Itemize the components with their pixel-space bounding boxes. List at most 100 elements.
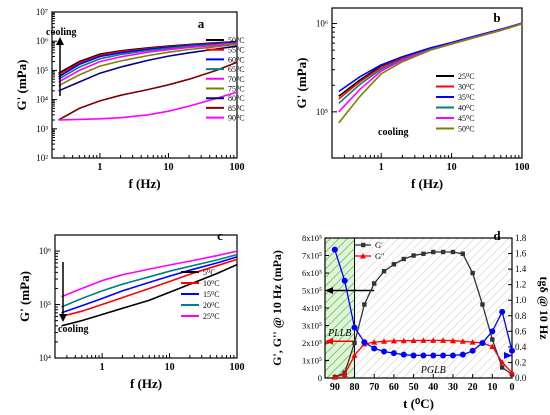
region-pllb [325, 238, 355, 378]
series-line [58, 91, 238, 121]
legend-label: 50⁰C [228, 36, 245, 45]
data-marker [440, 249, 446, 255]
data-marker [371, 339, 378, 345]
y-tick-label: 7x10⁵ [302, 251, 322, 261]
data-marker [459, 338, 466, 344]
panel-letter: d [493, 228, 501, 243]
data-marker [499, 359, 506, 365]
data-marker [390, 350, 397, 357]
data-marker [499, 308, 506, 315]
series-line [338, 22, 523, 97]
region-label-pllb: PLLB [327, 328, 351, 339]
data-marker [411, 253, 416, 258]
y2-tick-label: 0.2 [515, 357, 526, 367]
data-marker [449, 337, 456, 344]
data-marker [449, 352, 456, 359]
plot-frame [51, 11, 238, 159]
data-marker [509, 347, 515, 354]
y-tick-label: 0 [318, 373, 322, 383]
data-marker [490, 337, 495, 342]
data-marker [450, 249, 456, 255]
legend-marker [361, 242, 366, 248]
data-marker [489, 343, 496, 349]
y-axis-label: G' (mPa) [294, 58, 309, 109]
legend-label: 85⁰C [228, 104, 245, 113]
data-marker [431, 249, 436, 255]
arrow-head [56, 37, 64, 45]
data-marker [381, 338, 388, 344]
panel-letter: c [217, 228, 223, 243]
data-marker [352, 340, 357, 346]
series-line [58, 61, 238, 121]
series-line [61, 250, 238, 298]
guide-arrow-gpp [325, 337, 333, 345]
legend-label: 5⁰C [203, 268, 216, 277]
y-tick-label: 10⁷ [36, 7, 48, 17]
data-marker [362, 302, 367, 307]
x-tick-label: 1 [97, 162, 102, 173]
x-axis-label: f (Hz) [130, 376, 162, 391]
region-label-pglb: PGLB [420, 365, 446, 376]
y-tick-label: 10⁵ [39, 300, 51, 310]
y-tick-label: 10⁶ [36, 36, 48, 46]
legend-label: 10⁰C [203, 279, 220, 288]
series-line [58, 41, 238, 80]
y-tick-label: 3x10⁵ [302, 321, 322, 331]
panel-letter: a [198, 16, 205, 31]
data-marker [351, 324, 358, 331]
series-line [61, 258, 238, 318]
x-tick-label: 90 [330, 382, 340, 393]
y-tick-label: 10⁵ [316, 107, 328, 117]
x-axis-label: f (Hz) [411, 176, 443, 191]
data-marker [421, 251, 426, 256]
legend-label: 50⁰C [458, 125, 475, 134]
y-tick-label: 10³ [36, 124, 48, 134]
legend-marker [360, 253, 366, 259]
series-line [338, 22, 523, 100]
x-tick-label: 80 [350, 382, 360, 393]
x-tick-label: 0 [510, 382, 515, 393]
cooling-label: cooling [58, 324, 89, 335]
x-tick-label: 100 [230, 162, 245, 173]
y2-tick-label: 1.0 [515, 295, 527, 305]
x-tick-label: 60 [389, 382, 399, 393]
y-axis-label: G' (mPa) [17, 271, 32, 322]
y-tick-label: 10⁴ [36, 95, 48, 105]
series-line [338, 22, 523, 113]
data-marker [440, 352, 447, 359]
data-marker [351, 352, 358, 358]
data-marker [371, 345, 378, 352]
data-marker [331, 246, 338, 253]
data-marker [459, 351, 466, 358]
y2-axis-label: tgδ @ 10 Hz [537, 276, 550, 340]
data-marker [470, 270, 475, 276]
data-marker [420, 337, 427, 343]
panel-d: PLLB PGLB 90 80 70 60 50 40 30 20 10 0 0 1x10⁵ 2x10⁵ 3x… [270, 228, 550, 411]
y2-tick-label: 0.8 [515, 311, 527, 321]
data-marker [361, 339, 368, 346]
series-line [61, 253, 238, 308]
data-marker [401, 256, 406, 262]
x-tick-label: 100 [515, 162, 530, 173]
data-marker [469, 339, 476, 345]
arrow-head [59, 314, 67, 322]
legend-label: 55⁰C [228, 46, 245, 55]
data-marker [391, 262, 397, 267]
data-marker [372, 281, 377, 286]
x-tick-label: 20 [468, 382, 478, 393]
y2-tick-label: 0.4 [515, 342, 527, 352]
legend-label: 25⁰C [203, 312, 220, 321]
y2-tick-label: 1.2 [515, 280, 526, 290]
panel-letter: b [493, 10, 500, 25]
legend-label: 75⁰C [228, 85, 245, 94]
data-marker [430, 352, 437, 359]
legend-label: 30⁰C [458, 83, 475, 92]
panel-a: 1 10 100 10² 10³ 10⁴ 10⁵ 10⁶ 10⁷ f (Hz) G' (mPa) a 5… [14, 7, 245, 191]
data-marker [400, 351, 407, 358]
y-tick-label: 2x10⁵ [302, 338, 322, 348]
data-marker [479, 340, 486, 346]
y-tick-label: 5x10⁵ [302, 286, 322, 296]
series-line [338, 22, 523, 104]
